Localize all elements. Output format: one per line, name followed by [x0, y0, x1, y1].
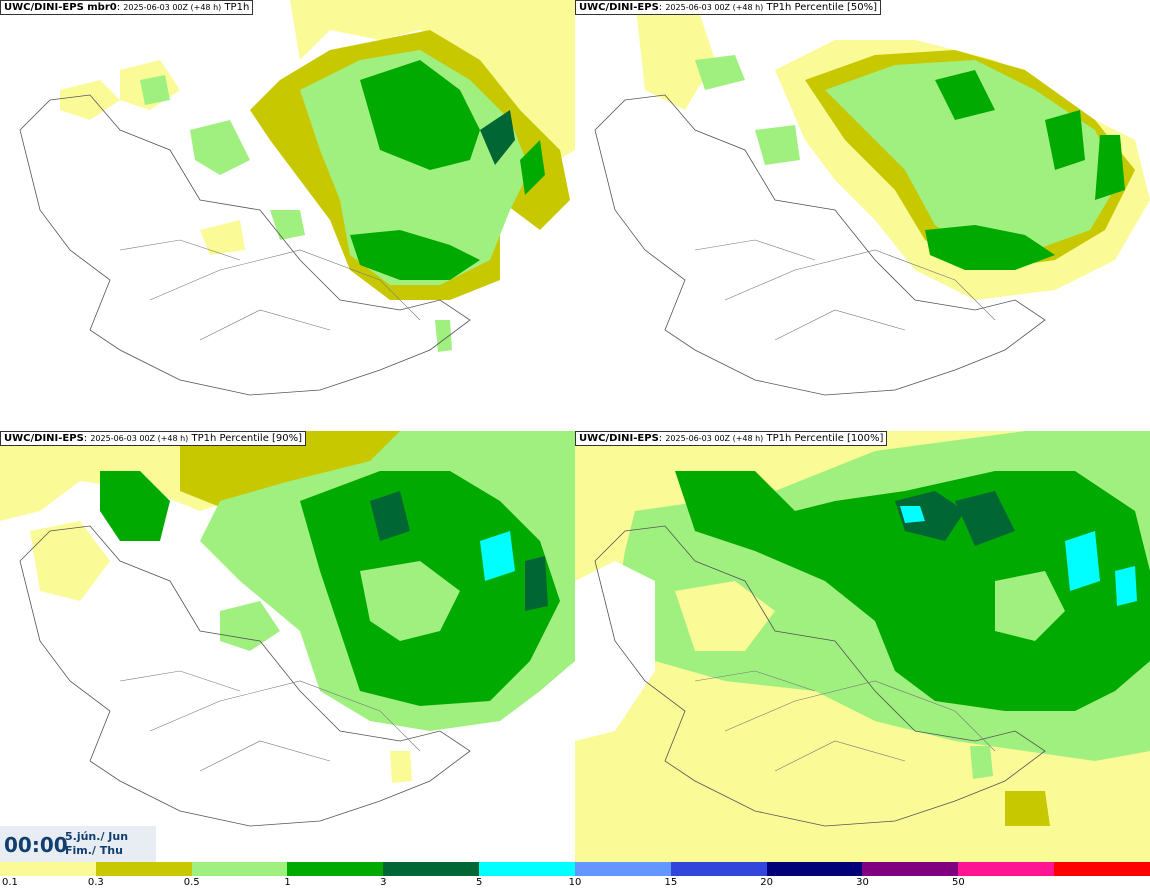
legend-label: 20 [760, 877, 774, 888]
precip-map [19, 0, 575, 396]
legend-swatch [958, 862, 1055, 876]
map-panel-p50: UWC/DINI-EPS: 2025-06-03 00Z (+48 h) TP1… [575, 0, 1150, 431]
valid-time: 00:00 [4, 833, 68, 857]
legend-label: 0.5 [183, 877, 200, 888]
panel-title: UWC/DINI-EPS: 2025-06-03 00Z (+48 h) TP1… [0, 431, 307, 446]
valid-date-line1: 5.jún./ Jun [65, 830, 129, 843]
panel-run: 2025-06-03 00Z (+48 h) [665, 434, 764, 443]
legend-swatch [670, 862, 767, 876]
legend-swatch [479, 862, 575, 876]
panel-title: UWC/DINI-EPS: 2025-06-03 00Z (+48 h) TP1… [575, 431, 888, 446]
legend-swatch [574, 862, 671, 876]
valid-date: 5.jún./ Jun Fim./ Thu [65, 830, 128, 858]
panel-run: 2025-06-03 00Z (+48 h) [665, 3, 764, 12]
panel-run: 2025-06-03 00Z (+48 h) [90, 434, 189, 443]
panel-title: UWC/DINI-EPS mbr0: 2025-06-03 00Z (+48 h… [0, 0, 254, 15]
legend-label: 10 [568, 877, 582, 888]
legend-label: 5 [475, 877, 483, 888]
panel-model: UWC/DINI-EPS [4, 433, 84, 444]
legend-label: 1 [284, 877, 291, 888]
panel-product: TP1h Percentile [100%] [766, 433, 884, 444]
precip-map [594, 0, 1150, 396]
legend-swatch [383, 862, 480, 876]
precip-map [0, 431, 575, 827]
legend-swatch [0, 862, 96, 876]
panel-model: UWC/DINI-EPS mbr0 [4, 2, 117, 13]
color-legend-labels: 0.1 0.3 0.5 1 3 5 10 15 20 30 50 [0, 877, 1150, 891]
precip-map [575, 431, 1150, 862]
legend-swatch [287, 862, 384, 876]
map-panel-p90: UWC/DINI-EPS: 2025-06-03 00Z (+48 h) TP1… [0, 431, 575, 862]
map-panel-p100: UWC/DINI-EPS: 2025-06-03 00Z (+48 h) TP1… [575, 431, 1150, 862]
panel-model: UWC/DINI-EPS [579, 2, 659, 13]
panel-product: TP1h Percentile [90%] [191, 433, 303, 444]
panel-title: UWC/DINI-EPS: 2025-06-03 00Z (+48 h) TP1… [575, 0, 882, 15]
legend-swatch [862, 862, 959, 876]
map-panel-mbr0: UWC/DINI-EPS mbr0: 2025-06-03 00Z (+48 h… [0, 0, 575, 431]
panel-product: TP1h [224, 2, 250, 13]
legend-label: 15 [664, 877, 678, 888]
panel-product: TP1h Percentile [50%] [766, 2, 878, 13]
legend-label: 50 [951, 877, 965, 888]
color-legend [0, 862, 1150, 876]
valid-date-line2: Fim./ Thu [65, 844, 123, 857]
valid-time-box: 00:00 5.jún./ Jun Fim./ Thu [0, 826, 156, 862]
legend-swatch [766, 862, 863, 876]
legend-label: 3 [380, 877, 387, 888]
panel-run: 2025-06-03 00Z (+48 h) [123, 3, 222, 12]
legend-label: 30 [856, 877, 869, 888]
legend-swatch [1054, 862, 1150, 876]
panel-model: UWC/DINI-EPS [579, 433, 659, 444]
legend-swatch [95, 862, 192, 876]
legend-swatch [191, 862, 288, 876]
legend-label: 0.3 [87, 877, 104, 888]
legend-label: 0.1 [2, 877, 18, 888]
